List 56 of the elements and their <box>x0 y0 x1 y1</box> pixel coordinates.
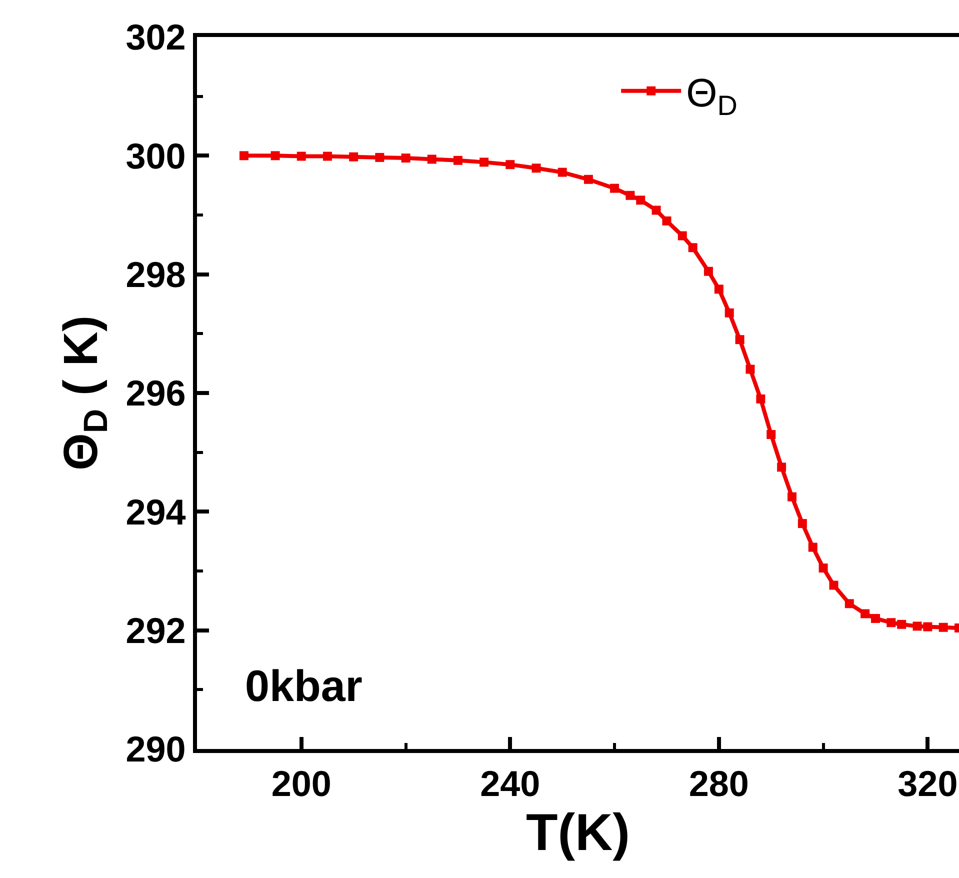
x-tick-label: 320 <box>898 763 958 804</box>
point <box>829 580 838 590</box>
point <box>322 152 332 161</box>
annotation: 0kbar <box>245 662 362 711</box>
y-tick-label: 292 <box>126 610 186 651</box>
x-tick-label: 200 <box>271 763 332 804</box>
point <box>506 160 515 170</box>
point <box>808 542 818 552</box>
point <box>270 151 280 160</box>
y-tick-label: 300 <box>126 135 186 176</box>
point <box>724 308 734 318</box>
point <box>453 156 462 165</box>
point <box>897 620 906 629</box>
point <box>480 158 489 167</box>
point <box>349 152 358 162</box>
point <box>777 462 786 472</box>
point <box>401 154 410 163</box>
point <box>766 430 776 440</box>
y-tick-label: 302 <box>126 16 186 58</box>
point <box>636 196 646 205</box>
y-tick-label: 290 <box>126 728 186 770</box>
point <box>375 152 384 162</box>
y-tick-label: 294 <box>126 491 186 532</box>
x-tick-label: 280 <box>688 763 749 804</box>
point <box>584 174 593 184</box>
point <box>296 152 306 161</box>
point <box>912 622 922 631</box>
point <box>844 599 854 608</box>
point <box>688 243 698 252</box>
point <box>860 609 870 618</box>
point <box>704 266 713 276</box>
point <box>886 618 896 628</box>
point <box>870 614 880 623</box>
y-tick-label: 296 <box>126 372 186 414</box>
point <box>818 564 828 573</box>
point <box>610 184 620 193</box>
point <box>938 622 948 632</box>
point <box>756 394 766 404</box>
point <box>678 231 687 240</box>
point <box>626 190 635 200</box>
point <box>735 335 744 344</box>
point <box>662 216 672 226</box>
x-axis-title: T(K) <box>526 804 630 862</box>
point <box>427 154 436 164</box>
y-tick-label: 298 <box>126 254 186 295</box>
point <box>923 622 932 632</box>
x-tick-label: 240 <box>480 763 540 804</box>
point <box>787 492 796 502</box>
point <box>558 168 567 177</box>
point <box>652 206 661 215</box>
legend-label: Θ$_{D}$ <box>686 71 738 121</box>
point <box>714 284 724 294</box>
point <box>532 164 541 173</box>
point <box>239 151 248 160</box>
point <box>746 364 755 374</box>
point <box>798 519 807 528</box>
